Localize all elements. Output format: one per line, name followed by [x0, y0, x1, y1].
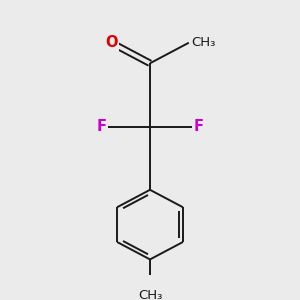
Text: CH₃: CH₃ [138, 289, 162, 300]
Text: O: O [105, 35, 117, 50]
Text: CH₃: CH₃ [191, 36, 216, 49]
Text: F: F [193, 119, 203, 134]
Text: F: F [97, 119, 107, 134]
